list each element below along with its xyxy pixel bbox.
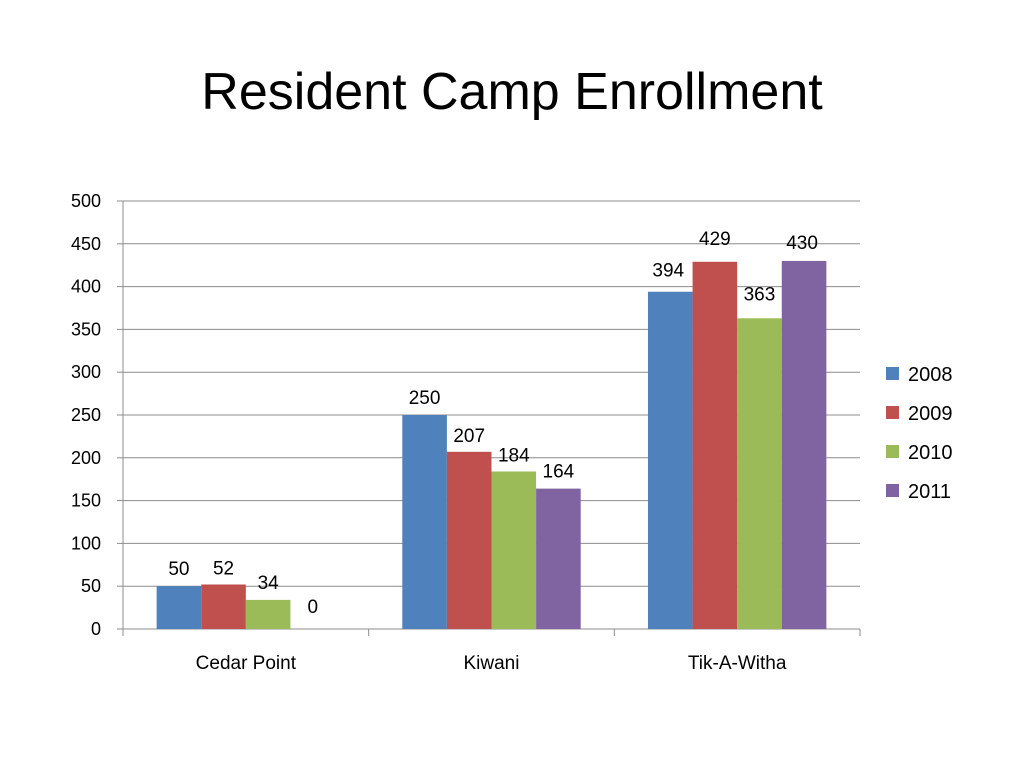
y-tick-label: 300 [71, 362, 101, 382]
bar [647, 291, 693, 629]
legend-swatch [886, 445, 899, 458]
legend-swatch [886, 367, 899, 380]
y-tick-label: 50 [81, 576, 101, 596]
legend-label: 2011 [908, 481, 951, 503]
y-tick-label: 150 [71, 491, 101, 511]
x-category-label: Tik-A-Witha [688, 653, 787, 674]
bar [781, 260, 827, 629]
data-label: 184 [498, 445, 530, 466]
legend-swatch [886, 484, 899, 497]
data-label: 164 [543, 462, 575, 483]
y-tick-label: 400 [71, 277, 101, 297]
bar [156, 586, 202, 629]
legend-swatch [886, 406, 899, 419]
bar [402, 415, 447, 629]
legend-label: 2010 [908, 442, 953, 464]
y-tick-label: 100 [71, 533, 101, 553]
y-tick-label: 500 [71, 191, 101, 211]
y-tick-label: 0 [91, 619, 101, 639]
data-label: 394 [652, 261, 684, 282]
bar [245, 599, 291, 629]
data-label: 52 [213, 558, 234, 579]
slide-title: Resident Camp Enrollment [201, 63, 823, 121]
data-label: 430 [786, 233, 818, 254]
data-label: 34 [258, 573, 280, 594]
data-labels: 50 52 34 0 250 207 184 164 394 429 363 430 [168, 229, 818, 618]
data-label: 207 [453, 426, 485, 447]
y-tick-label: 450 [71, 234, 101, 254]
bar [692, 261, 738, 629]
data-label: 429 [699, 229, 731, 250]
legend-label: 2008 [908, 364, 953, 386]
bars [156, 260, 827, 629]
x-category-label: Cedar Point [196, 653, 297, 674]
legend-label: 2009 [908, 403, 953, 425]
bar [737, 318, 782, 629]
data-label: 363 [744, 284, 776, 305]
bar [446, 451, 492, 629]
data-label: 50 [168, 559, 189, 580]
bar [491, 471, 537, 629]
bar [201, 584, 246, 629]
data-label: 250 [409, 388, 441, 409]
bar [536, 488, 581, 629]
y-tick-label: 250 [71, 405, 101, 425]
data-label: 0 [307, 597, 318, 618]
x-category-label: Kiwani [464, 653, 520, 674]
y-tick-label: 200 [71, 448, 101, 468]
y-tick-label: 350 [71, 319, 101, 339]
legend: 2008 2009 2010 2011 [886, 364, 953, 503]
